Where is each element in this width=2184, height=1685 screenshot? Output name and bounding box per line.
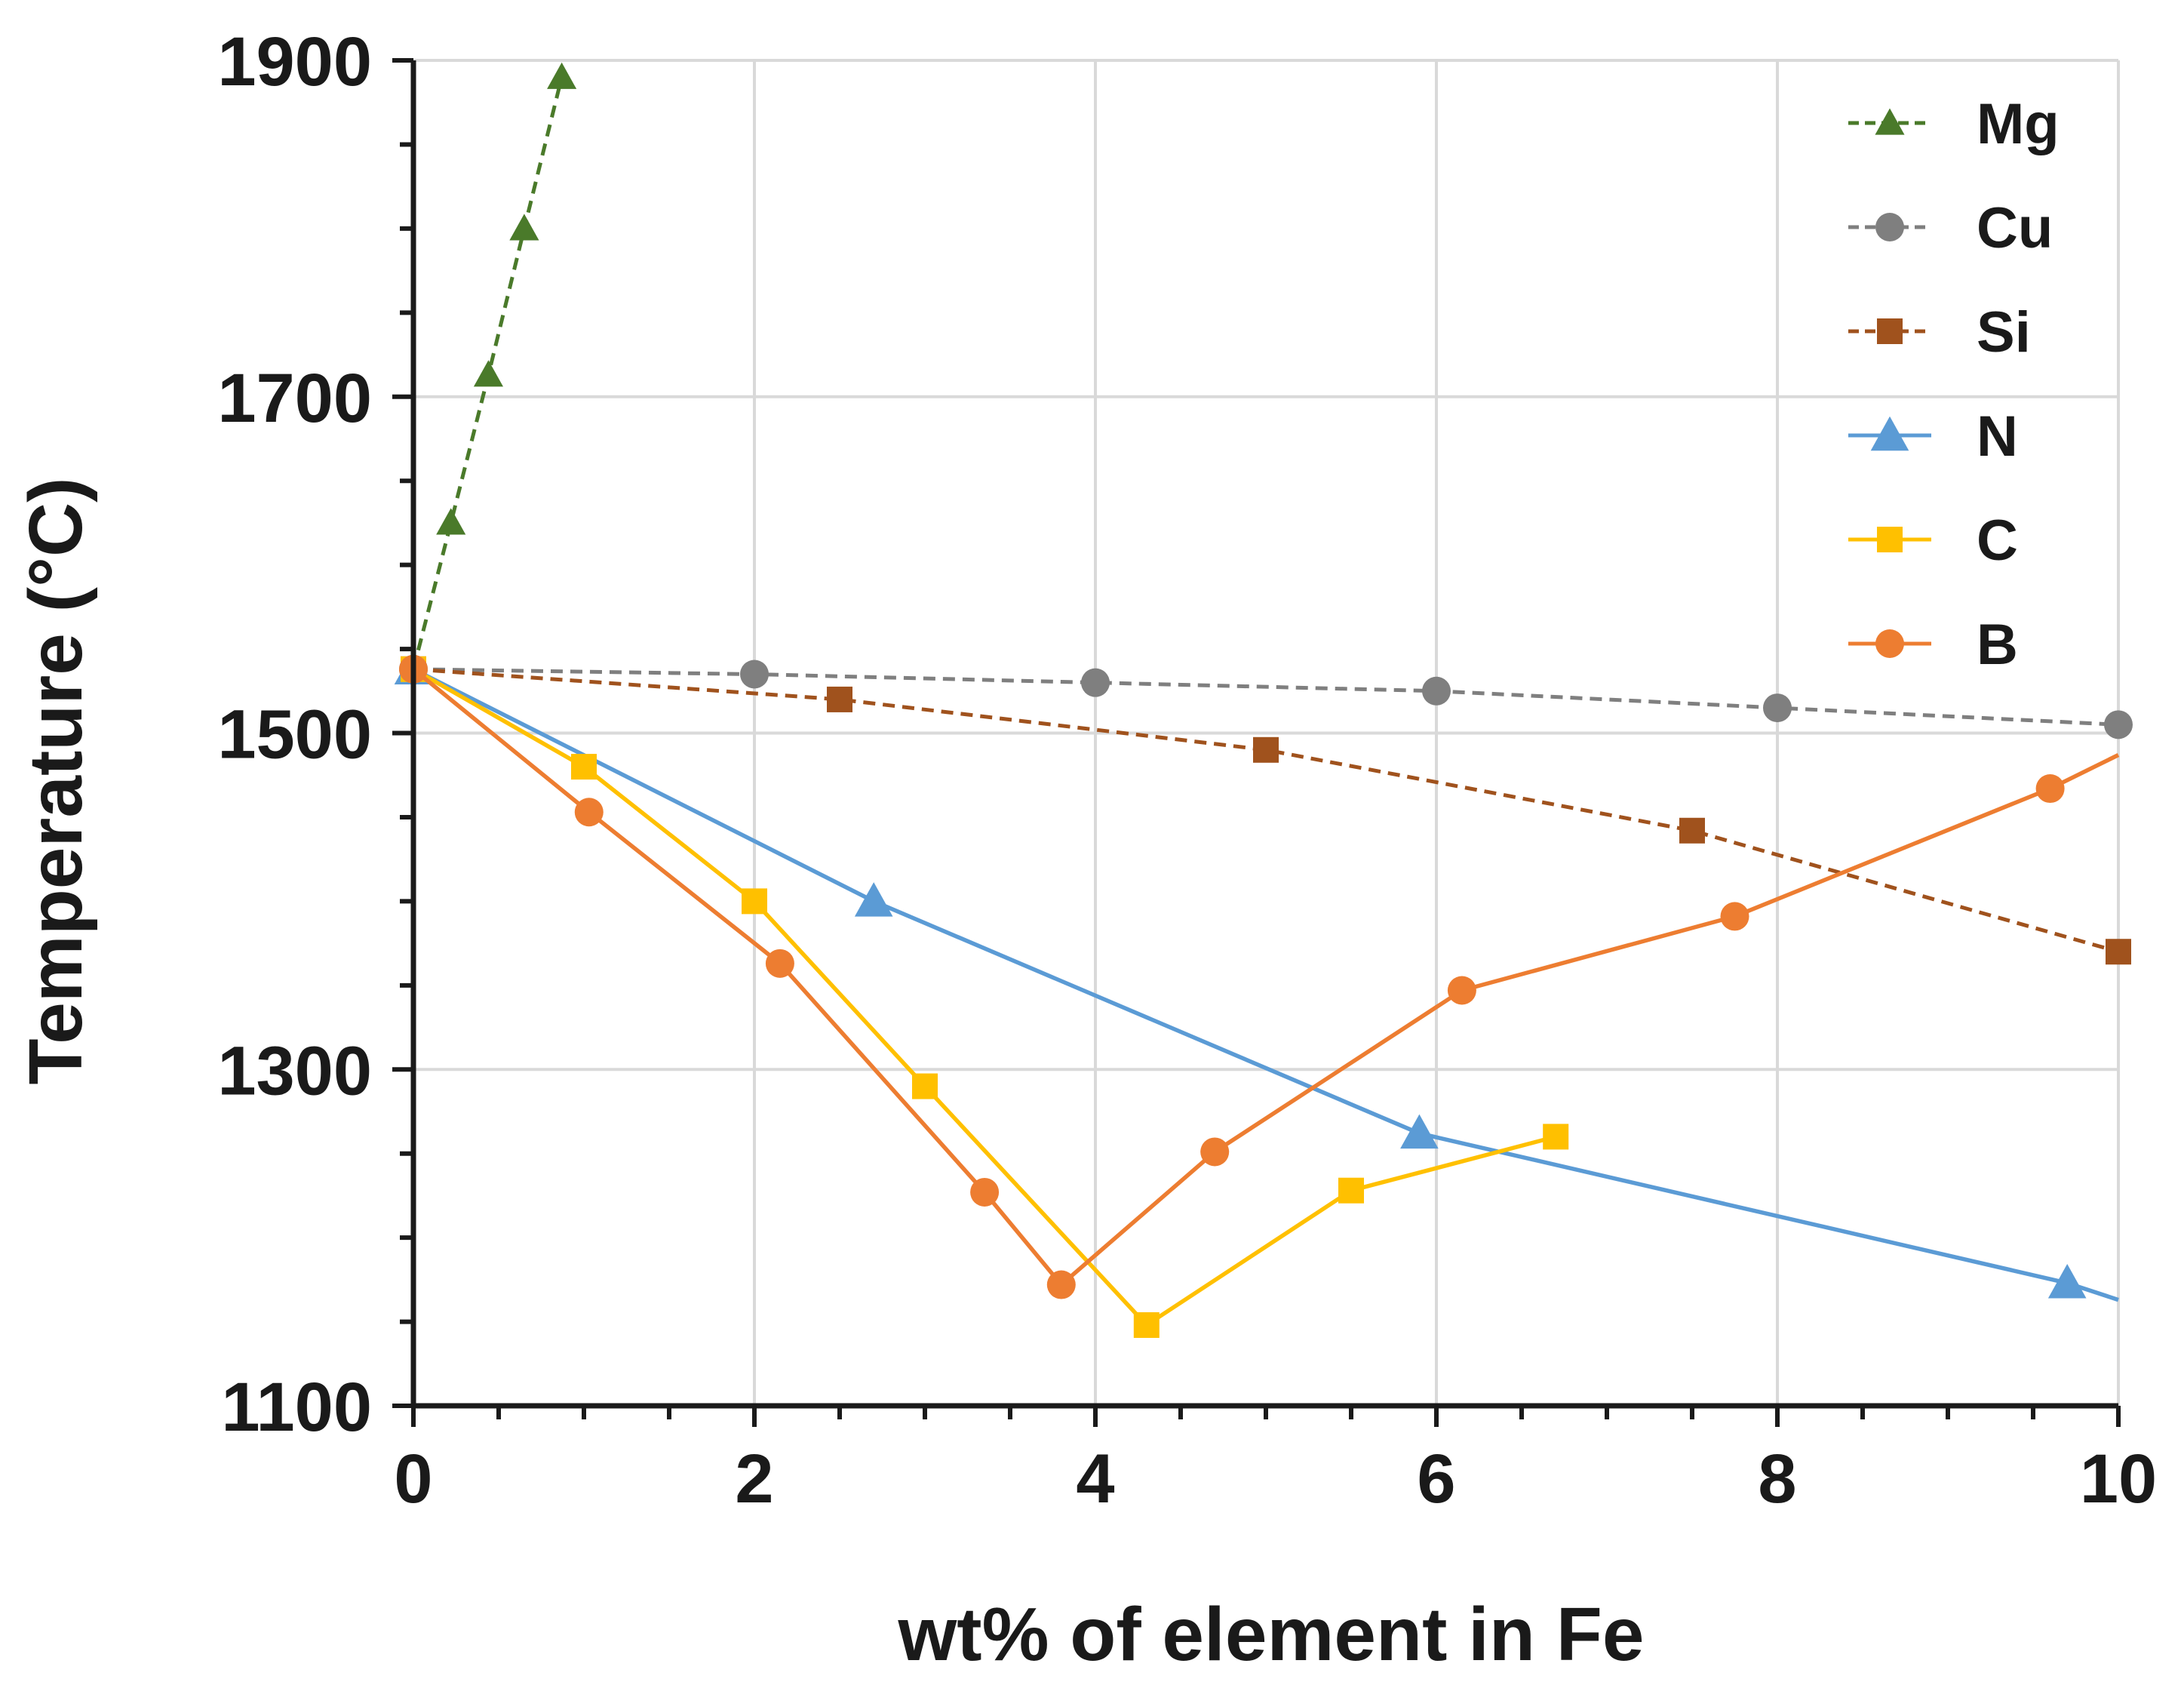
data-point-mg [436, 508, 466, 535]
data-point-mg [547, 62, 577, 89]
x-tick-label: 6 [1417, 1441, 1455, 1517]
legend-marker-c [1877, 527, 1903, 552]
legend: Mg Cu Si NCB [1848, 92, 2060, 677]
data-point-c [1133, 1312, 1160, 1339]
legend-marker-n [1870, 416, 1909, 451]
data-point-cu [740, 660, 769, 689]
data-point-mg [473, 360, 503, 387]
data-point-n [1400, 1114, 1439, 1149]
data-point-b [574, 798, 604, 827]
tick-labels: 0 2 4 6 8 10 1100 1300 1500 1700 1900 [217, 23, 2157, 1517]
data-point-b [1200, 1137, 1230, 1167]
series-line-si [413, 667, 2119, 954]
x-tick-label: 8 [1758, 1441, 1796, 1517]
data-point-cu [1081, 668, 1110, 697]
data-point-c [742, 888, 767, 915]
legend-entry-c: C [1848, 509, 2018, 573]
x-axis-title: wt% of element in Fe [897, 1592, 1644, 1677]
y-tick-label: 1300 [217, 1032, 372, 1109]
y-tick-label: 1700 [217, 360, 372, 437]
x-tick-label: 0 [394, 1441, 432, 1517]
data-point-si [827, 686, 852, 712]
y-tick-label: 1900 [217, 23, 372, 100]
data-point-cu [1422, 676, 1451, 706]
data-point-c [1338, 1177, 1364, 1204]
data-point-si [1679, 817, 1705, 844]
y-tick-label: 1500 [217, 696, 372, 773]
series-line-cu [413, 667, 2119, 727]
axes [392, 58, 2121, 1427]
data-point-b [2035, 774, 2065, 804]
legend-label-mg: Mg [1977, 92, 2060, 156]
data-point-c [1543, 1124, 1569, 1150]
data-point-cu [1763, 693, 1792, 723]
legend-label-b: B [1977, 613, 2018, 677]
data-point-b [1447, 976, 1476, 1005]
legend-marker-cu [1875, 213, 1904, 241]
data-point-si [1253, 736, 1279, 763]
data-point-c [912, 1073, 938, 1099]
legend-entry-n: N [1848, 404, 2018, 469]
data-point-b [1046, 1270, 1076, 1299]
legend-label-c: C [1977, 509, 2018, 573]
data-point-c [571, 754, 597, 780]
legend-label-cu: Cu [1977, 196, 2053, 260]
legend-entry-cu: Cu [1848, 196, 2053, 260]
legend-label-si: Si [1977, 300, 2031, 364]
x-tick-label: 2 [735, 1441, 773, 1517]
y-axis-title: Temperature (°C) [14, 478, 98, 1085]
legend-entry-si: Si [1848, 300, 2031, 364]
series-line-b [412, 667, 2120, 1287]
legend-marker-mg [1875, 108, 1905, 135]
y-tick-label: 1100 [221, 1369, 372, 1446]
data-point-n [854, 882, 893, 917]
data-point-si [2106, 939, 2131, 965]
x-tick-label: 4 [1076, 1441, 1114, 1517]
x-tick-label: 10 [2080, 1441, 2157, 1517]
legend-label-n: N [1977, 404, 2018, 469]
data-point-mg [509, 214, 539, 241]
data-point-b [1720, 902, 1749, 931]
series-layer [394, 62, 2133, 1339]
data-point-b [970, 1177, 1000, 1207]
legend-marker-b [1875, 629, 1904, 658]
legend-entry-b: B [1848, 613, 2018, 677]
legend-entry-mg: Mg [1848, 92, 2060, 156]
data-point-cu [2104, 710, 2133, 739]
legend-marker-si [1877, 318, 1903, 344]
data-point-b [765, 949, 794, 978]
data-point-n [2047, 1264, 2087, 1299]
